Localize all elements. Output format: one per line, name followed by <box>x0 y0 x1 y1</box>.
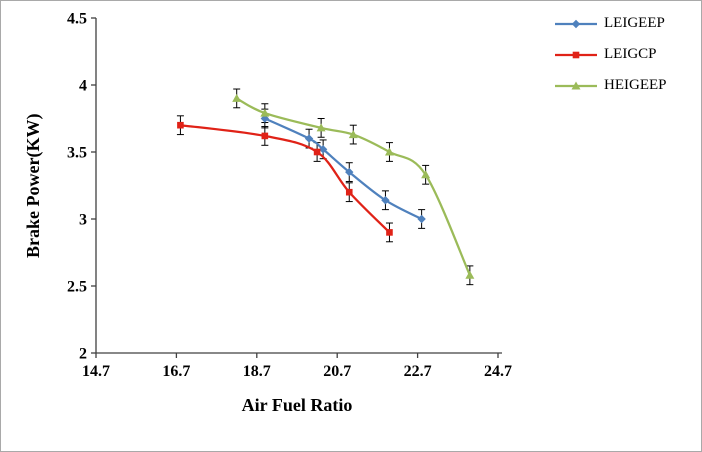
marker-square <box>345 188 353 196</box>
legend-item-LEIGEEP: LEIGEEP <box>554 15 667 32</box>
marker-square <box>261 132 269 140</box>
x-tick-label: 14.7 <box>82 363 110 380</box>
marker-diamond <box>417 214 426 224</box>
x-tick-label: 18.7 <box>243 363 271 380</box>
marker-square <box>177 121 184 129</box>
y-tick-label: 4 <box>79 78 87 95</box>
x-tick-label: 24.7 <box>484 363 512 380</box>
legend-key-LEIGEEP <box>555 19 597 28</box>
y-tick-label: 3 <box>79 212 87 229</box>
marker-triangle <box>316 123 326 132</box>
marker-square <box>386 229 393 236</box>
y-tick-label: 2.5 <box>67 279 87 296</box>
legend-key-LEIGCP <box>555 51 597 58</box>
marker-triangle <box>384 147 394 156</box>
legend-item-LEIGCP: LEIGCP <box>554 46 667 63</box>
marker-triangle <box>571 81 581 89</box>
x-tick-label: 20.7 <box>323 363 351 380</box>
marker-triangle <box>348 130 358 139</box>
marker-triangle <box>260 108 270 117</box>
legend-key-HEIGEEP <box>555 81 597 89</box>
marker-triangle <box>421 170 431 179</box>
y-tick-label: 2 <box>79 346 87 363</box>
marker-diamond <box>318 145 328 154</box>
marker-square <box>313 148 321 156</box>
marker-diamond <box>304 134 314 143</box>
y-axis-title: Brake Power(KW) <box>23 113 43 258</box>
marker-diamond <box>571 19 581 28</box>
marker-triangle <box>465 270 475 279</box>
marker-square <box>572 51 580 58</box>
marker-diamond <box>345 167 354 177</box>
legend-label-LEIGEEP: LEIGEEP <box>604 15 665 31</box>
legend-label-HEIGEEP: HEIGEEP <box>604 77 667 93</box>
legend-label-LEIGCP: LEIGCP <box>604 46 657 62</box>
legend-item-HEIGEEP: HEIGEEP <box>554 77 667 94</box>
series-line-LEIGEEP <box>263 117 423 221</box>
y-tick-label: 3.5 <box>67 145 87 162</box>
marker-triangle <box>232 93 242 102</box>
x-axis-title: Air Fuel Ratio <box>241 395 353 415</box>
y-tick-label: 4.5 <box>67 11 87 28</box>
x-tick-label: 22.7 <box>404 363 432 380</box>
x-tick-label: 16.7 <box>162 363 190 380</box>
marker-diamond <box>381 196 390 205</box>
legend: LEIGEEP LEIGCP HEIGEEP <box>554 15 667 94</box>
